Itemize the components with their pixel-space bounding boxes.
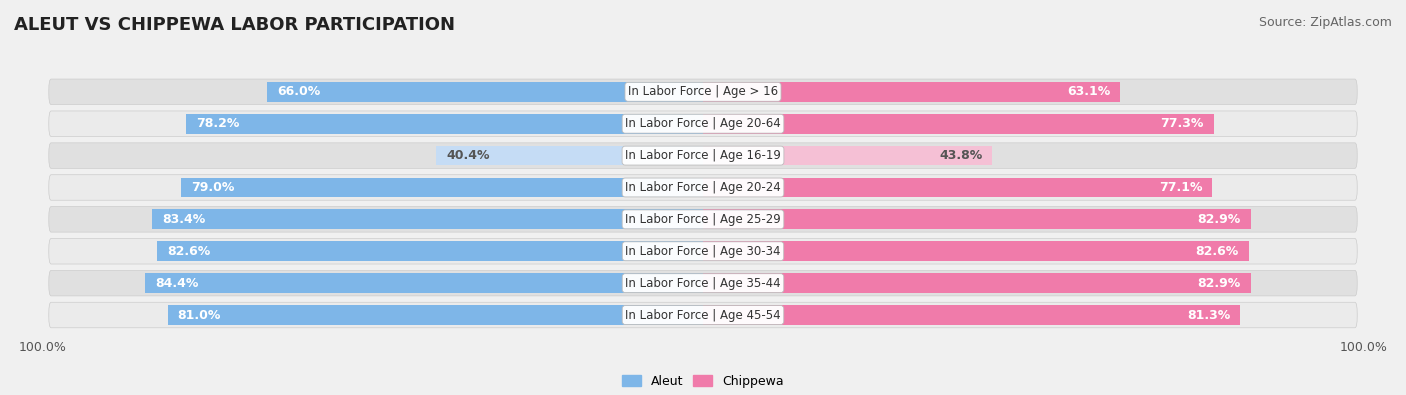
Text: ALEUT VS CHIPPEWA LABOR PARTICIPATION: ALEUT VS CHIPPEWA LABOR PARTICIPATION [14, 16, 456, 34]
FancyBboxPatch shape [49, 79, 1357, 105]
Bar [703, 178, 1212, 198]
Text: In Labor Force | Age 45-54: In Labor Force | Age 45-54 [626, 308, 780, 322]
FancyBboxPatch shape [49, 143, 1357, 168]
Text: 82.6%: 82.6% [1195, 245, 1239, 258]
Bar [703, 114, 1213, 134]
Bar [167, 305, 703, 325]
Bar [145, 273, 703, 293]
Text: Source: ZipAtlas.com: Source: ZipAtlas.com [1258, 16, 1392, 29]
Text: 82.9%: 82.9% [1198, 276, 1241, 290]
Text: 43.8%: 43.8% [939, 149, 983, 162]
Bar [703, 82, 1121, 102]
FancyBboxPatch shape [49, 111, 1357, 136]
Text: 84.4%: 84.4% [155, 276, 198, 290]
Text: 77.1%: 77.1% [1159, 181, 1202, 194]
FancyBboxPatch shape [49, 175, 1357, 200]
Text: In Labor Force | Age 20-24: In Labor Force | Age 20-24 [626, 181, 780, 194]
Text: 79.0%: 79.0% [191, 181, 235, 194]
Bar [703, 146, 993, 166]
Bar [181, 178, 703, 198]
Bar [703, 241, 1249, 261]
Text: 78.2%: 78.2% [197, 117, 239, 130]
Bar [703, 305, 1240, 325]
Text: In Labor Force | Age 20-64: In Labor Force | Age 20-64 [626, 117, 780, 130]
FancyBboxPatch shape [49, 207, 1357, 232]
Bar [703, 273, 1251, 293]
Legend: Aleut, Chippewa: Aleut, Chippewa [623, 375, 783, 388]
Text: 63.1%: 63.1% [1067, 85, 1111, 98]
Text: 66.0%: 66.0% [277, 85, 321, 98]
Text: 82.6%: 82.6% [167, 245, 211, 258]
Bar [267, 82, 703, 102]
Text: 81.3%: 81.3% [1187, 308, 1230, 322]
Text: In Labor Force | Age 16-19: In Labor Force | Age 16-19 [626, 149, 780, 162]
FancyBboxPatch shape [49, 302, 1357, 328]
Bar [186, 114, 703, 134]
Text: In Labor Force | Age 25-29: In Labor Force | Age 25-29 [626, 213, 780, 226]
Text: 40.4%: 40.4% [446, 149, 489, 162]
Text: In Labor Force | Age 35-44: In Labor Force | Age 35-44 [626, 276, 780, 290]
Text: 81.0%: 81.0% [177, 308, 221, 322]
Bar [157, 241, 703, 261]
Text: In Labor Force | Age > 16: In Labor Force | Age > 16 [628, 85, 778, 98]
FancyBboxPatch shape [49, 271, 1357, 296]
Text: 77.3%: 77.3% [1160, 117, 1204, 130]
Text: 82.9%: 82.9% [1198, 213, 1241, 226]
FancyBboxPatch shape [49, 239, 1357, 264]
Bar [703, 209, 1251, 229]
Bar [152, 209, 703, 229]
Text: In Labor Force | Age 30-34: In Labor Force | Age 30-34 [626, 245, 780, 258]
Bar [436, 146, 703, 166]
Text: 83.4%: 83.4% [162, 213, 205, 226]
